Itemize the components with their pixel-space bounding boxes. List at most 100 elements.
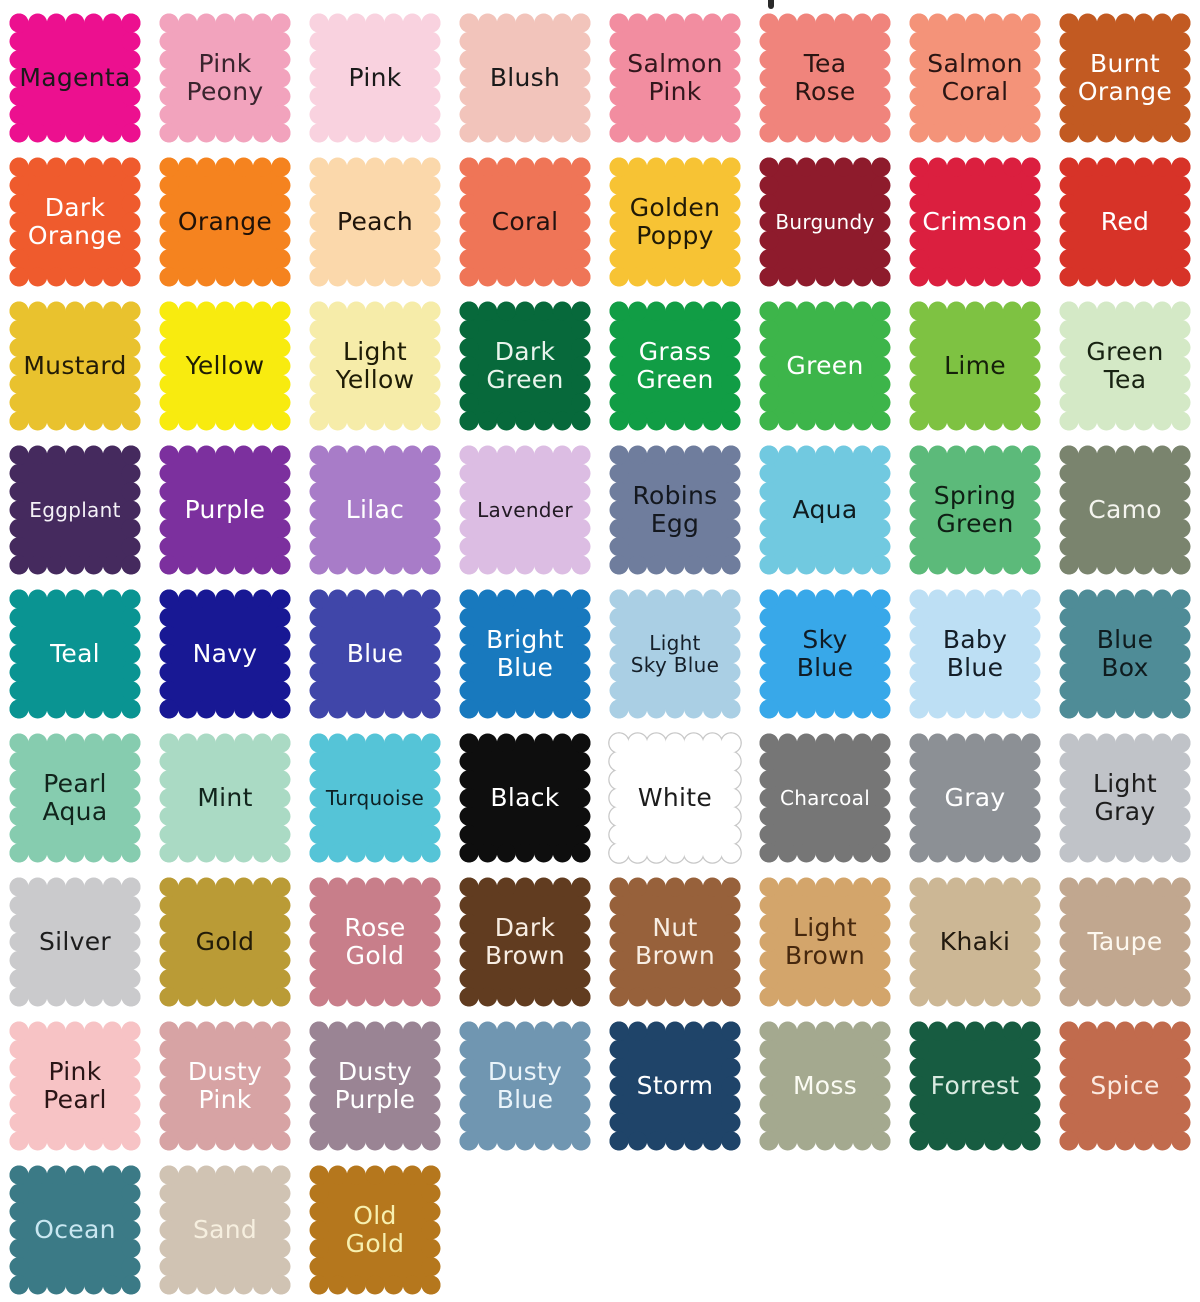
swatch-light-brown[interactable]: Light Brown <box>750 870 900 1014</box>
swatch-teal[interactable]: Teal <box>0 582 150 726</box>
swatch-dark-orange[interactable]: Dark Orange <box>0 150 150 294</box>
scallop-shape <box>750 1014 900 1158</box>
scallop-shape <box>450 294 600 438</box>
swatch-rose-gold[interactable]: Rose Gold <box>300 870 450 1014</box>
scallop-shape <box>600 870 750 1014</box>
swatch-pink[interactable]: Pink <box>300 6 450 150</box>
scallop-shape <box>300 1158 450 1302</box>
swatch-old-gold[interactable]: Old Gold <box>300 1158 450 1302</box>
scallop-shape <box>300 1014 450 1158</box>
swatch-dark-green[interactable]: Dark Green <box>450 294 600 438</box>
swatch-camo[interactable]: Camo <box>1050 438 1200 582</box>
swatch-black[interactable]: Black <box>450 726 600 870</box>
scallop-shape <box>0 870 150 1014</box>
scallop-shape <box>1050 294 1200 438</box>
swatch-sand[interactable]: Sand <box>150 1158 300 1302</box>
swatch-nut-brown[interactable]: Nut Brown <box>600 870 750 1014</box>
swatch-dusty-blue[interactable]: Dusty Blue <box>450 1014 600 1158</box>
scallop-shape <box>750 726 900 870</box>
scallop-shape <box>150 6 300 150</box>
swatch-gold[interactable]: Gold <box>150 870 300 1014</box>
swatch-light-yellow[interactable]: Light Yellow <box>300 294 450 438</box>
swatch-blue-box[interactable]: Blue Box <box>1050 582 1200 726</box>
scallop-shape <box>300 294 450 438</box>
swatch-pink-peony[interactable]: Pink Peony <box>150 6 300 150</box>
swatch-salmon-pink[interactable]: Salmon Pink <box>600 6 750 150</box>
scallop-shape <box>750 294 900 438</box>
swatch-robins-egg[interactable]: Robins Egg <box>600 438 750 582</box>
swatch-peach[interactable]: Peach <box>300 150 450 294</box>
swatch-grass-green[interactable]: Grass Green <box>600 294 750 438</box>
swatch-red[interactable]: Red <box>1050 150 1200 294</box>
scallop-shape <box>300 726 450 870</box>
swatch-light-sky-blue[interactable]: Light Sky Blue <box>600 582 750 726</box>
swatch-white[interactable]: White <box>600 726 750 870</box>
scallop-shape <box>150 1158 300 1302</box>
swatch-tea-rose[interactable]: Tea Rose <box>750 6 900 150</box>
swatch-khaki[interactable]: Khaki <box>900 870 1050 1014</box>
swatch-dusty-purple[interactable]: Dusty Purple <box>300 1014 450 1158</box>
scallop-shape <box>150 582 300 726</box>
scallop-shape <box>150 294 300 438</box>
swatch-lilac[interactable]: Lilac <box>300 438 450 582</box>
swatch-salmon-coral[interactable]: Salmon Coral <box>900 6 1050 150</box>
swatch-dusty-pink[interactable]: Dusty Pink <box>150 1014 300 1158</box>
swatch-turquoise[interactable]: Turquoise <box>300 726 450 870</box>
swatch-mint[interactable]: Mint <box>150 726 300 870</box>
scallop-shape <box>600 726 750 870</box>
swatch-spice[interactable]: Spice <box>1050 1014 1200 1158</box>
swatch-sky-blue[interactable]: Sky Blue <box>750 582 900 726</box>
swatch-pearl-aqua[interactable]: Pearl Aqua <box>0 726 150 870</box>
scallop-shape <box>0 294 150 438</box>
swatch-navy[interactable]: Navy <box>150 582 300 726</box>
swatch-aqua[interactable]: Aqua <box>750 438 900 582</box>
swatch-green[interactable]: Green <box>750 294 900 438</box>
swatch-eggplant[interactable]: Eggplant <box>0 438 150 582</box>
swatch-silver[interactable]: Silver <box>0 870 150 1014</box>
scallop-shape <box>0 1158 150 1302</box>
scallop-shape <box>750 582 900 726</box>
scallop-shape <box>900 294 1050 438</box>
swatch-blue[interactable]: Blue <box>300 582 450 726</box>
scallop-shape <box>750 6 900 150</box>
swatch-storm[interactable]: Storm <box>600 1014 750 1158</box>
scallop-shape <box>900 438 1050 582</box>
scallop-shape <box>300 582 450 726</box>
swatch-lime[interactable]: Lime <box>900 294 1050 438</box>
swatch-gray[interactable]: Gray <box>900 726 1050 870</box>
swatch-dark-brown[interactable]: Dark Brown <box>450 870 600 1014</box>
swatch-burgundy[interactable]: Burgundy <box>750 150 900 294</box>
scallop-shape <box>300 150 450 294</box>
swatch-light-gray[interactable]: Light Gray <box>1050 726 1200 870</box>
scallop-shape <box>1050 726 1200 870</box>
swatch-yellow[interactable]: Yellow <box>150 294 300 438</box>
swatch-moss[interactable]: Moss <box>750 1014 900 1158</box>
swatch-bright-blue[interactable]: Bright Blue <box>450 582 600 726</box>
scallop-shape <box>300 438 450 582</box>
swatch-crimson[interactable]: Crimson <box>900 150 1050 294</box>
scallop-shape <box>1050 582 1200 726</box>
swatch-taupe[interactable]: Taupe <box>1050 870 1200 1014</box>
swatch-spring-green[interactable]: Spring Green <box>900 438 1050 582</box>
swatch-pink-pearl[interactable]: Pink Pearl <box>0 1014 150 1158</box>
scallop-shape <box>0 438 150 582</box>
swatch-orange[interactable]: Orange <box>150 150 300 294</box>
swatch-blush[interactable]: Blush <box>450 6 600 150</box>
swatch-burnt-orange[interactable]: Burnt Orange <box>1050 6 1200 150</box>
swatch-coral[interactable]: Coral <box>450 150 600 294</box>
scallop-shape <box>600 150 750 294</box>
swatch-mustard[interactable]: Mustard <box>0 294 150 438</box>
swatch-magenta[interactable]: Magenta <box>0 6 150 150</box>
scallop-shape <box>1050 150 1200 294</box>
scallop-shape <box>1050 1014 1200 1158</box>
swatch-purple[interactable]: Purple <box>150 438 300 582</box>
swatch-forrest[interactable]: Forrest <box>900 1014 1050 1158</box>
swatch-lavender[interactable]: Lavender <box>450 438 600 582</box>
swatch-charcoal[interactable]: Charcoal <box>750 726 900 870</box>
swatch-ocean[interactable]: Ocean <box>0 1158 150 1302</box>
scallop-shape <box>600 6 750 150</box>
swatch-baby-blue[interactable]: Baby Blue <box>900 582 1050 726</box>
swatch-golden-poppy[interactable]: Golden Poppy <box>600 150 750 294</box>
swatch-green-tea[interactable]: Green Tea <box>1050 294 1200 438</box>
